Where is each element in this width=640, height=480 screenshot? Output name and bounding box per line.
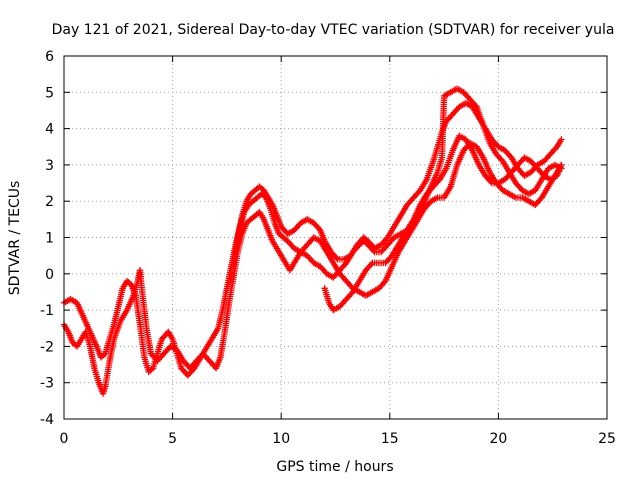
data-point	[552, 145, 559, 152]
data-point	[367, 261, 375, 268]
y-tick-label: -1	[40, 303, 54, 319]
y-tick-label: 4	[45, 122, 54, 138]
y-tick-label: -3	[40, 376, 54, 392]
y-axis-label: SDTVAR / TECUs	[7, 181, 23, 296]
y-tick-label: 6	[45, 49, 54, 65]
x-tick-label: 20	[489, 431, 507, 447]
data-point	[506, 152, 514, 160]
x-tick-label: 5	[168, 431, 177, 447]
plot-frame	[63, 55, 608, 420]
series-track-d	[321, 85, 565, 314]
y-tick-label: 1	[45, 231, 54, 247]
data-point	[498, 156, 505, 164]
x-tick-label: 25	[598, 431, 616, 447]
data-point	[148, 366, 155, 373]
y-tick-label: 2	[45, 194, 54, 210]
data-point	[472, 102, 479, 109]
y-tick-label: 0	[45, 267, 54, 283]
data-point	[383, 235, 390, 243]
data-point	[315, 225, 323, 232]
data-point	[100, 351, 108, 359]
data-point	[387, 253, 394, 261]
x-axis-label: GPS time / hours	[276, 459, 393, 475]
data-point	[415, 188, 423, 195]
y-tick-label: -4	[40, 412, 54, 428]
axis-ticks: 0 5 10 15 20 25 -4 -3 -2 -1 0 1 2 3 4 5 6	[40, 49, 616, 447]
data-point	[537, 195, 544, 203]
data-point	[558, 165, 565, 172]
data-markers	[60, 85, 565, 397]
y-tick-label: -2	[40, 339, 54, 355]
data-point	[333, 254, 340, 262]
data-point	[348, 290, 355, 297]
x-tick-label: 10	[272, 431, 290, 447]
x-tick-label: 15	[381, 431, 399, 447]
data-point	[341, 261, 349, 268]
y-tick-label: 3	[45, 158, 54, 174]
y-tick-label: 5	[45, 85, 54, 101]
x-tick-label: 0	[60, 431, 69, 447]
chart-title: Day 121 of 2021, Sidereal Day-to-day VTE…	[52, 22, 615, 38]
data-point	[558, 136, 565, 143]
data-point	[380, 279, 388, 286]
